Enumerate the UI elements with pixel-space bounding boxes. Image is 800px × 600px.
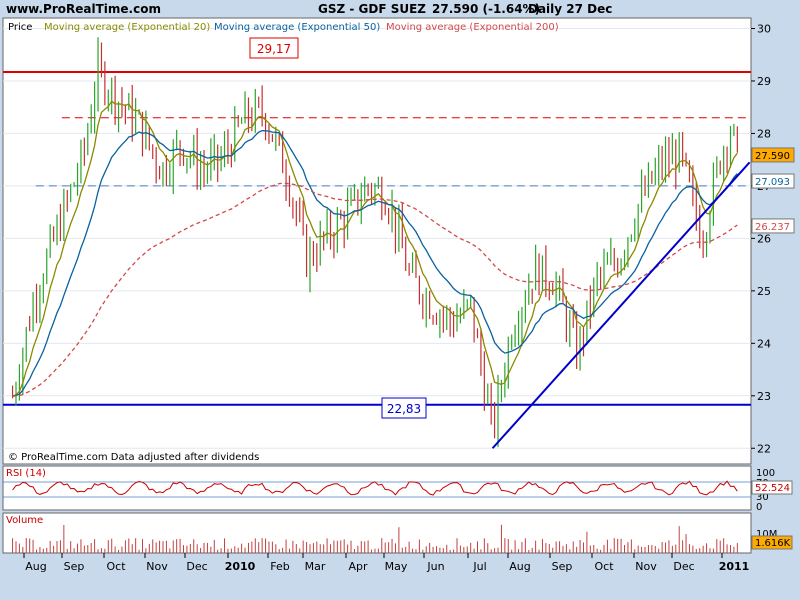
rsi-label: RSI (14) (6, 468, 46, 479)
x-tick-label: Mar (305, 560, 326, 573)
price-tag-label: 27.590 (755, 151, 790, 162)
x-tick-label: 2010 (225, 560, 256, 573)
annotation-box-low (381, 397, 427, 419)
ema50-line (12, 130, 738, 397)
legend-ema200: Moving average (Exponential 200) (386, 22, 559, 33)
ema20-line (12, 100, 738, 397)
volume-value-box (751, 535, 793, 550)
annotation-box-high (249, 37, 299, 59)
chart-period: Daily 27 Dec (528, 2, 613, 16)
x-tick-label: May (385, 560, 408, 573)
x-tick-label: Aug (509, 560, 530, 573)
x-tick-label: Jul (472, 560, 486, 573)
price-tag-box (751, 218, 795, 234)
x-tick-label: Dec (673, 560, 694, 573)
y-tick-label: 23 (757, 390, 771, 403)
x-tick-label: Oct (106, 560, 126, 573)
legend-ema20: Moving average (Exponential 20) (44, 22, 210, 33)
price-tag-box (751, 147, 795, 163)
y-tick-label: 22 (757, 442, 771, 455)
x-tick-label: Sep (552, 560, 573, 573)
x-tick-label: Nov (146, 560, 168, 573)
rsi-value: 52.524 (755, 483, 790, 494)
y-tick-label: 29 (757, 75, 771, 88)
y-tick-label: 25 (757, 285, 771, 298)
x-tick-label: Apr (348, 560, 368, 573)
rsi-tick-100: 100 (756, 468, 775, 479)
legend-price: Price (8, 22, 32, 33)
x-tick-label: Aug (25, 560, 46, 573)
rsi-value-box (751, 480, 793, 495)
y-tick-label: 28 (757, 127, 771, 140)
rsi-tick-30: 30 (756, 492, 769, 503)
price-tag-label: 27.093 (755, 177, 790, 188)
price-panel (2, 17, 752, 465)
volume-label: Volume (6, 515, 43, 526)
rsi-series (12, 480, 738, 496)
price-tag-label: 26.237 (755, 222, 790, 233)
chart-footer: © ProRealTime.com Data adjusted after di… (8, 452, 259, 463)
x-tick-label: 2011 (719, 560, 750, 573)
instrument-price: 27.590 (-1.64%) (432, 2, 541, 16)
volume-value: 1.616K (755, 538, 791, 549)
rsi-tick-0: 0 (756, 502, 762, 513)
volume-tick-10m: 10M (756, 529, 777, 540)
x-tick-label: Feb (270, 560, 289, 573)
legend-ema50: Moving average (Exponential 50) (214, 22, 380, 33)
x-tick-label: Dec (186, 560, 207, 573)
y-tick-label: 26 (757, 232, 771, 245)
annotation-high: 29,17 (257, 42, 291, 56)
annotation-low: 22,83 (387, 402, 421, 416)
x-tick-label: Oct (594, 560, 614, 573)
y-tick-label: 30 (757, 22, 771, 35)
y-tick-label: 24 (757, 337, 771, 350)
rsi-panel (2, 465, 752, 511)
x-tick-label: Sep (64, 560, 85, 573)
ema200-line (12, 182, 738, 397)
price-tag-box (751, 173, 795, 189)
x-tick-label: Nov (635, 560, 657, 573)
volume-panel (2, 512, 752, 554)
site-name: www.ProRealTime.com (6, 2, 161, 16)
trendline (491, 161, 751, 449)
x-tick-label: Jun (426, 560, 444, 573)
instrument-title: GSZ - GDF SUEZ (318, 2, 426, 16)
